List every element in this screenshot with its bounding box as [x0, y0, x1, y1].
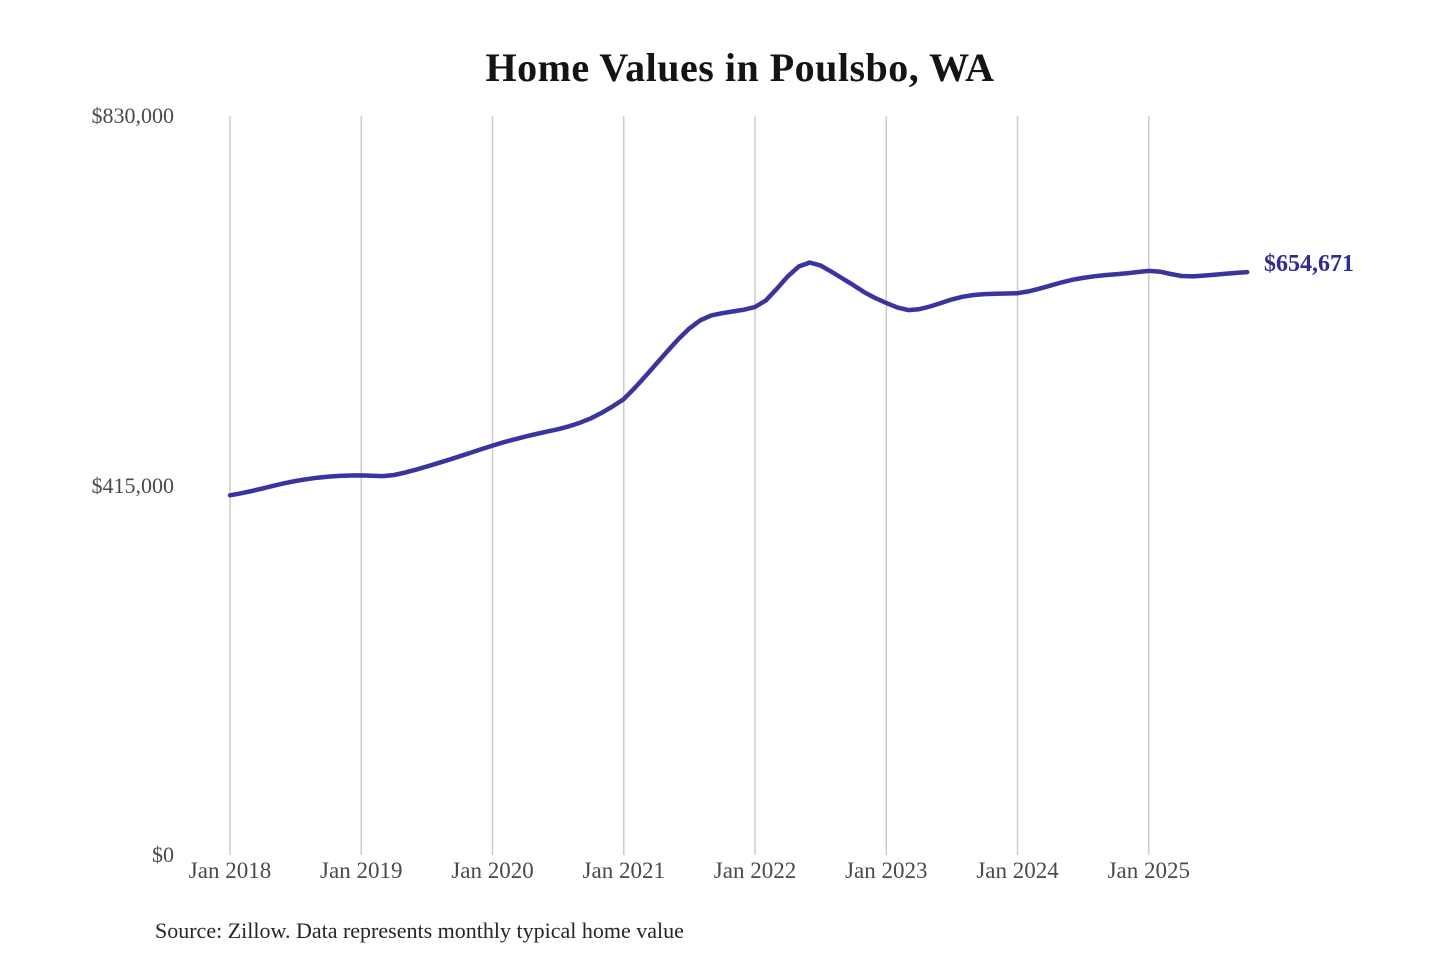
- x-axis-tick-label: Jan 2020: [451, 858, 534, 883]
- y-axis-tick-label: $0: [152, 842, 174, 867]
- latest-value-label: $654,671: [1264, 251, 1354, 277]
- y-axis-tick-label: $830,000: [91, 103, 175, 128]
- x-axis-tick-label: Jan 2022: [713, 858, 797, 883]
- x-axis-tick-label: Jan 2023: [845, 858, 928, 883]
- x-axis-tick-label: Jan 2018: [188, 858, 272, 883]
- source-note: Source: Zillow. Data represents monthly …: [155, 918, 684, 943]
- x-axis-tick-label: Jan 2024: [976, 858, 1059, 883]
- x-axis-tick-label: Jan 2021: [582, 858, 665, 883]
- home-value-line: [227, 260, 1250, 498]
- year-gridlines: [229, 116, 1150, 855]
- x-axis-tick-label: Jan 2025: [1107, 858, 1190, 883]
- y-axis-tick-label: $415,000: [91, 472, 175, 498]
- chart-title: Home Values in Poulsbo, WA: [485, 45, 995, 90]
- x-axis-tick-label: Jan 2019: [320, 858, 403, 883]
